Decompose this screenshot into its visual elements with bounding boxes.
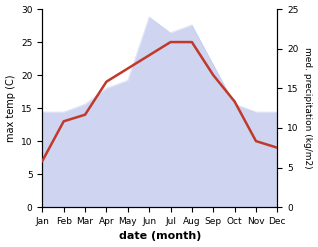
- X-axis label: date (month): date (month): [119, 231, 201, 242]
- Y-axis label: med. precipitation (kg/m2): med. precipitation (kg/m2): [303, 47, 313, 169]
- Y-axis label: max temp (C): max temp (C): [5, 74, 16, 142]
